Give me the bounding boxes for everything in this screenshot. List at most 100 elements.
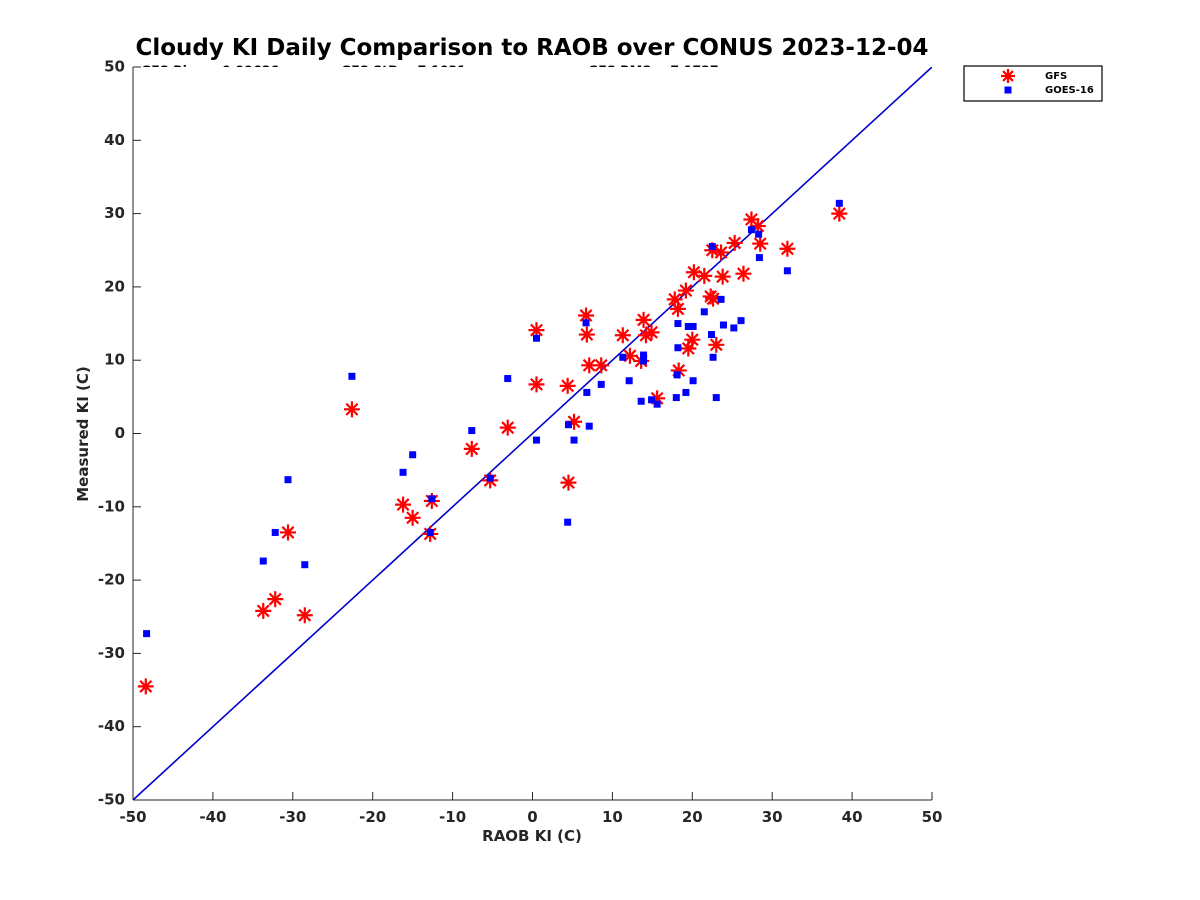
y-tick-label: 40 [104,131,125,149]
x-tick-label: -10 [439,808,466,826]
gfs-point [677,282,694,299]
goes16-point [143,630,151,638]
goes16-point [755,230,763,238]
gfs-point [528,376,545,393]
goes16-point [730,324,738,332]
gfs-point [779,240,796,257]
goes16-point [301,561,309,569]
goes16-point [684,322,692,330]
gfs-point [255,602,272,619]
goes16-point [399,468,407,476]
gfs-point [669,300,686,317]
gfs-point [463,440,480,457]
goes16-point [625,377,633,385]
goes16-point [709,353,717,361]
goes16-point [409,451,417,459]
y-tick-label: -20 [98,571,125,589]
gfs-point [296,607,313,624]
goes16-point [700,308,708,316]
goes16-point [673,371,681,379]
gfs-point [708,336,725,353]
gfs-point [635,311,652,328]
goes16-point [564,518,572,526]
goes16-point [653,400,661,408]
goes16-point [640,357,648,365]
goes16-point [719,321,727,329]
gfs-point [684,331,701,348]
goes16-point [564,421,572,429]
goes16-point [712,394,720,402]
goes16-point [597,380,605,388]
gfs-point [280,524,297,541]
series-gfs [137,205,848,695]
goes16-point [271,528,279,536]
goes16-point [585,422,593,430]
goes16-point [674,344,682,352]
goes16-point [717,295,725,303]
goes16-point [348,372,356,380]
goes16-point [504,375,512,383]
gfs-point [726,234,743,251]
goes16-point [689,377,697,385]
reference-line-group [133,67,932,800]
y-tick-label: 0 [115,424,125,442]
goes16-point [708,243,716,251]
y-axis-ticks: 50 40 30 20 10 0 -10 -20 -30 -40 -50 [98,58,141,809]
goes16-point [755,254,763,262]
gfs-point [696,267,713,284]
y-tick-label: 30 [104,204,125,222]
goes16-point [682,388,690,396]
gfs-point [395,496,412,513]
goes16-point [619,353,627,361]
legend-label: GOES-16 [1045,85,1094,96]
goes16-point [674,320,682,328]
legend-goes16-marker [1004,86,1012,94]
gfs-point [643,324,660,341]
goes16-point [259,557,267,565]
gfs-point [343,401,360,418]
gfs-point [137,678,154,695]
x-tick-label: -50 [119,808,146,826]
x-tick-label: 40 [842,808,863,826]
goes16-point [426,528,434,536]
goes16-point [532,334,540,342]
y-tick-label: -50 [98,791,125,809]
x-tick-label: 20 [682,808,703,826]
x-tick-label: -40 [199,808,226,826]
goes16-point [532,436,540,444]
legend-label: GFS [1045,71,1067,82]
x-tick-label: 10 [602,808,623,826]
goes16-point [737,317,745,325]
gfs-point [713,244,730,261]
gfs-point [831,205,848,222]
goes16-point [835,199,843,207]
gfs-point [593,357,610,374]
y-tick-label: -30 [98,644,125,662]
one-to-one-line [133,67,932,800]
gfs-point [560,474,577,491]
goes16-point [689,322,697,330]
gfs-point [578,326,595,343]
x-tick-label: -30 [279,808,306,826]
goes16-point [284,476,292,484]
goes16-point [468,427,476,435]
y-tick-label: 50 [104,58,125,76]
x-tick-label: 30 [762,808,783,826]
x-tick-label: 0 [527,808,537,826]
series-goes-16 [143,199,843,638]
gfs-point [735,265,752,282]
y-tick-label: -40 [98,717,125,735]
y-tick-label: 10 [104,351,125,369]
goes16-point [783,267,791,275]
goes16-point [672,394,680,402]
x-tick-label: 50 [922,808,943,826]
goes16-point [747,226,755,234]
y-tick-label: 20 [104,277,125,295]
legend-gfs-marker [1001,69,1015,83]
goes16-point [428,495,436,503]
data-points [137,199,848,695]
gfs-point [267,591,284,608]
goes16-point [570,436,578,444]
legend: GFS GOES-16 [963,65,1103,102]
